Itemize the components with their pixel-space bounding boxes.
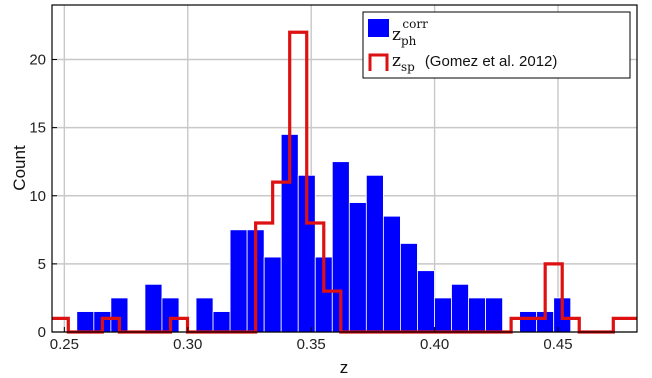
legend-zph-label: zphcorr [392,17,428,48]
zph-bar-16 [382,215,401,333]
zph-bar-20 [451,283,469,333]
x-tick-label-2: 0.35 [297,336,326,353]
zph-bar-7 [229,229,248,333]
zph-bar-14 [348,202,367,333]
x-axis-label: z [340,358,349,377]
zph-bar-23 [519,311,538,333]
zsp-step-line [52,30,637,334]
zph-bar-9 [263,256,282,333]
y-axis-label: Count [10,145,29,191]
zph-bar-3 [144,283,163,333]
zph-bar-6 [212,311,231,333]
x-tick-label-3: 0.40 [420,336,449,353]
zph-bar-21 [468,297,486,333]
zph-bar-19 [434,297,452,333]
x-tick-label-0: 0.25 [50,336,79,353]
y-tick-label-3: 15 [29,120,46,137]
zph-bar-22 [485,297,503,333]
zsp-step-outline [52,30,637,334]
legend-box [362,11,631,79]
legend-zsp-swatch [368,53,389,71]
zph-bar-17 [400,243,418,333]
x-tick-label-4: 0.45 [543,336,572,353]
x-tick-label-1: 0.30 [173,336,202,353]
plot-frame [51,4,638,333]
legend-zsp-label: zsp (Gomez et al. 2012) [392,51,557,74]
zph-bar-5 [195,297,214,333]
zph-bar-15 [365,174,384,333]
zph-bar-0 [76,311,95,333]
axis-ticks: 0.25 0.30 0.35 0.40 0.45 0 5 10 15 20 [29,52,572,354]
zph-bars [76,134,572,333]
y-tick-label-2: 10 [29,188,46,205]
legend-zph-swatch [368,19,389,37]
legend: zphcorr zsp (Gomez et al. 2012) [362,11,631,79]
y-tick-label-4: 20 [29,52,46,69]
y-tick-label-0: 0 [38,324,46,341]
y-tick-label-1: 5 [38,256,46,273]
zph-bar-18 [417,270,435,333]
